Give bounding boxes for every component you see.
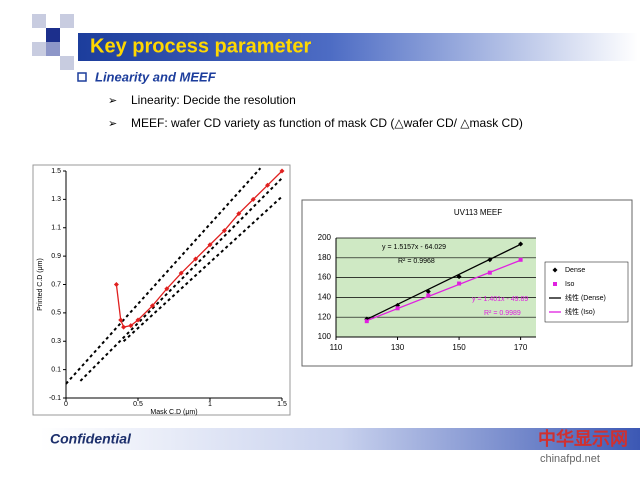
y-tick-label: 200 (318, 233, 332, 242)
x-tick-label: 110 (330, 343, 343, 352)
y-tick-label: -0.1 (49, 395, 61, 402)
y-tick-label: 0.7 (51, 281, 61, 288)
annotation: y = 1.401x - 49.89 (472, 296, 528, 303)
point (113, 282, 119, 287)
y-tick-label: 0.1 (51, 366, 61, 373)
point (236, 211, 242, 217)
footer: Confidential (50, 431, 132, 447)
point (193, 256, 199, 262)
y-tick-label: 160 (318, 273, 332, 282)
y-tick-label: 0.9 (51, 253, 61, 260)
point (265, 182, 271, 188)
x-tick-label: 0.5 (133, 401, 143, 408)
legend-marker (553, 282, 557, 286)
point (518, 257, 523, 262)
x-tick-label: 150 (452, 343, 466, 352)
point (118, 317, 124, 323)
checkbox-bullet (77, 72, 87, 82)
point (135, 317, 141, 323)
y-tick-label: 0.5 (51, 310, 61, 317)
point (457, 281, 462, 286)
decoration (32, 14, 74, 70)
bullet: Linearity: Decide the resolution (131, 93, 296, 107)
subtitle: Linearity and MEEF (95, 69, 217, 84)
point (164, 286, 170, 292)
point (207, 242, 213, 248)
y-tick-label: 1.5 (51, 168, 61, 175)
footer-bar (40, 428, 640, 450)
annotation: R² = 0.9968 (398, 258, 435, 265)
series-line (366, 259, 521, 322)
point (221, 228, 227, 234)
x-tick-label: 0 (64, 401, 68, 408)
series-line (366, 243, 521, 320)
y-tick-label: 0.3 (51, 338, 61, 345)
y-tick-label: 140 (318, 293, 332, 302)
x-tick-label: 1.5 (277, 401, 287, 408)
point (149, 303, 155, 309)
x-tick-label: 170 (514, 343, 528, 352)
annotation: y = 1.5157x - 64.029 (382, 244, 446, 251)
point (364, 319, 369, 324)
x-tick-label: 130 (391, 343, 405, 352)
title-bar (78, 33, 638, 61)
point (250, 196, 256, 202)
chart-title: UV113 MEEF (454, 208, 502, 217)
bullet-arrow: ➢ (108, 95, 117, 107)
y-axis-label: Printed C.D (μm) (37, 258, 44, 311)
plot-area (336, 238, 536, 337)
y-tick-label: 120 (318, 312, 332, 321)
x-axis-label: Mask C.D (μm) (150, 409, 197, 416)
y-tick-label: 1.1 (51, 225, 61, 232)
legend-label: 线性 (Iso) (565, 307, 595, 316)
y-tick-label: 180 (318, 253, 332, 262)
x-tick-label: 1 (208, 401, 212, 408)
point (121, 324, 127, 330)
slide-title: Key process parameter (90, 35, 311, 57)
legend-label: 线性 (Dense) (565, 293, 606, 302)
y-tick-label: 100 (318, 332, 332, 341)
watermark-url: chinafpd.net (540, 453, 600, 465)
legend-label: Dense (565, 267, 585, 274)
legend-label: Iso (565, 281, 574, 288)
legend-marker (552, 267, 558, 273)
point (426, 293, 431, 298)
point (178, 270, 184, 276)
series-line (65, 167, 262, 385)
point (128, 323, 134, 329)
annotation: R² = 0.9989 (484, 310, 521, 317)
watermark-name: 中华显示网 (538, 428, 628, 449)
point (279, 168, 285, 174)
bullet: MEEF: wafer CD variety as function of ma… (131, 116, 523, 130)
y-tick-label: 1.3 (51, 196, 61, 203)
bullet-arrow: ➢ (108, 118, 117, 130)
